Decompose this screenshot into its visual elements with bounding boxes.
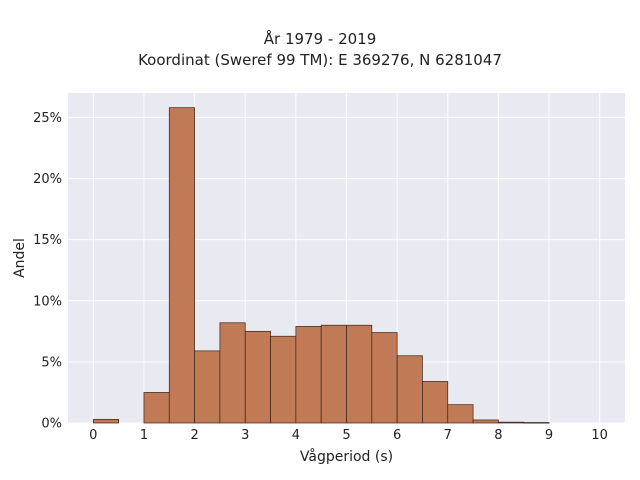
histogram-bar xyxy=(244,330,271,424)
y-tick-label: 5% xyxy=(41,355,62,370)
histogram-bar xyxy=(168,107,195,424)
histogram-bar xyxy=(320,324,347,424)
x-tick-label: 0 xyxy=(89,428,97,443)
histogram-bar xyxy=(346,324,373,424)
x-axis-ticks: 0 1 2 3 4 5 6 7 8 9 10 xyxy=(89,428,608,443)
histogram-bar xyxy=(295,326,322,424)
histogram-bar xyxy=(447,404,474,424)
histogram-bar xyxy=(194,350,221,424)
histogram-bar xyxy=(219,322,246,424)
chart-title: År 1979 - 2019 xyxy=(263,30,377,48)
x-tick-label: 9 xyxy=(545,428,553,443)
y-tick-label: 25% xyxy=(33,111,62,126)
histogram-bar xyxy=(143,392,170,424)
x-tick-label: 3 xyxy=(241,428,249,443)
x-tick-label: 6 xyxy=(393,428,401,443)
x-tick-label: 5 xyxy=(342,428,350,443)
y-tick-label: 10% xyxy=(33,294,62,309)
histogram-bar xyxy=(92,418,119,424)
x-tick-label: 2 xyxy=(190,428,198,443)
y-tick-label: 15% xyxy=(33,233,62,248)
y-axis-label: Andel xyxy=(12,238,28,278)
histogram-bar xyxy=(396,355,423,424)
histogram-bar xyxy=(523,422,550,424)
x-tick-label: 8 xyxy=(494,428,502,443)
bars xyxy=(92,107,550,424)
y-axis-ticks: 0% 5% 10% 15% 20% 25% xyxy=(33,111,62,432)
histogram-bar xyxy=(498,421,525,424)
histogram-bar xyxy=(270,335,297,424)
x-tick-label: 7 xyxy=(444,428,452,443)
y-tick-label: 20% xyxy=(33,172,62,187)
x-tick-label: 4 xyxy=(292,428,300,443)
x-tick-label: 10 xyxy=(591,428,608,443)
x-axis-label: Vågperiod (s) xyxy=(300,448,393,465)
x-tick-label: 1 xyxy=(140,428,148,443)
histogram-bar xyxy=(472,419,499,424)
y-tick-label: 0% xyxy=(41,417,62,432)
histogram-bar xyxy=(371,332,398,424)
histogram-bar xyxy=(422,381,449,424)
chart-subtitle: Koordinat (Sweref 99 TM): E 369276, N 62… xyxy=(138,51,502,69)
